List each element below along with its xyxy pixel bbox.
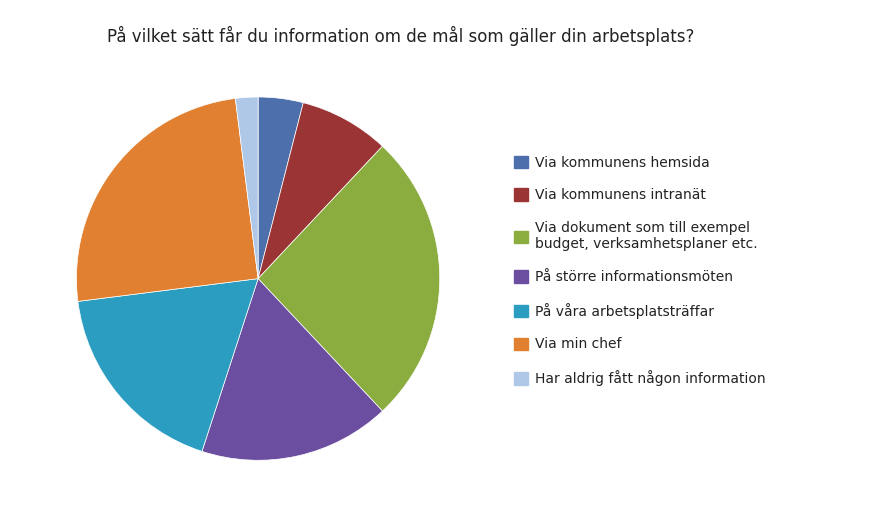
Wedge shape	[258, 97, 303, 279]
Text: På vilket sätt får du information om de mål som gäller din arbetsplats?: På vilket sätt får du information om de …	[107, 26, 694, 46]
Wedge shape	[202, 279, 383, 460]
Wedge shape	[77, 99, 258, 301]
Legend: Via kommunens hemsida, Via kommunens intranät, Via dokument som till exempel
bud: Via kommunens hemsida, Via kommunens int…	[514, 156, 765, 386]
Wedge shape	[78, 279, 258, 452]
Wedge shape	[258, 146, 440, 411]
Wedge shape	[258, 103, 383, 279]
Wedge shape	[235, 97, 258, 279]
